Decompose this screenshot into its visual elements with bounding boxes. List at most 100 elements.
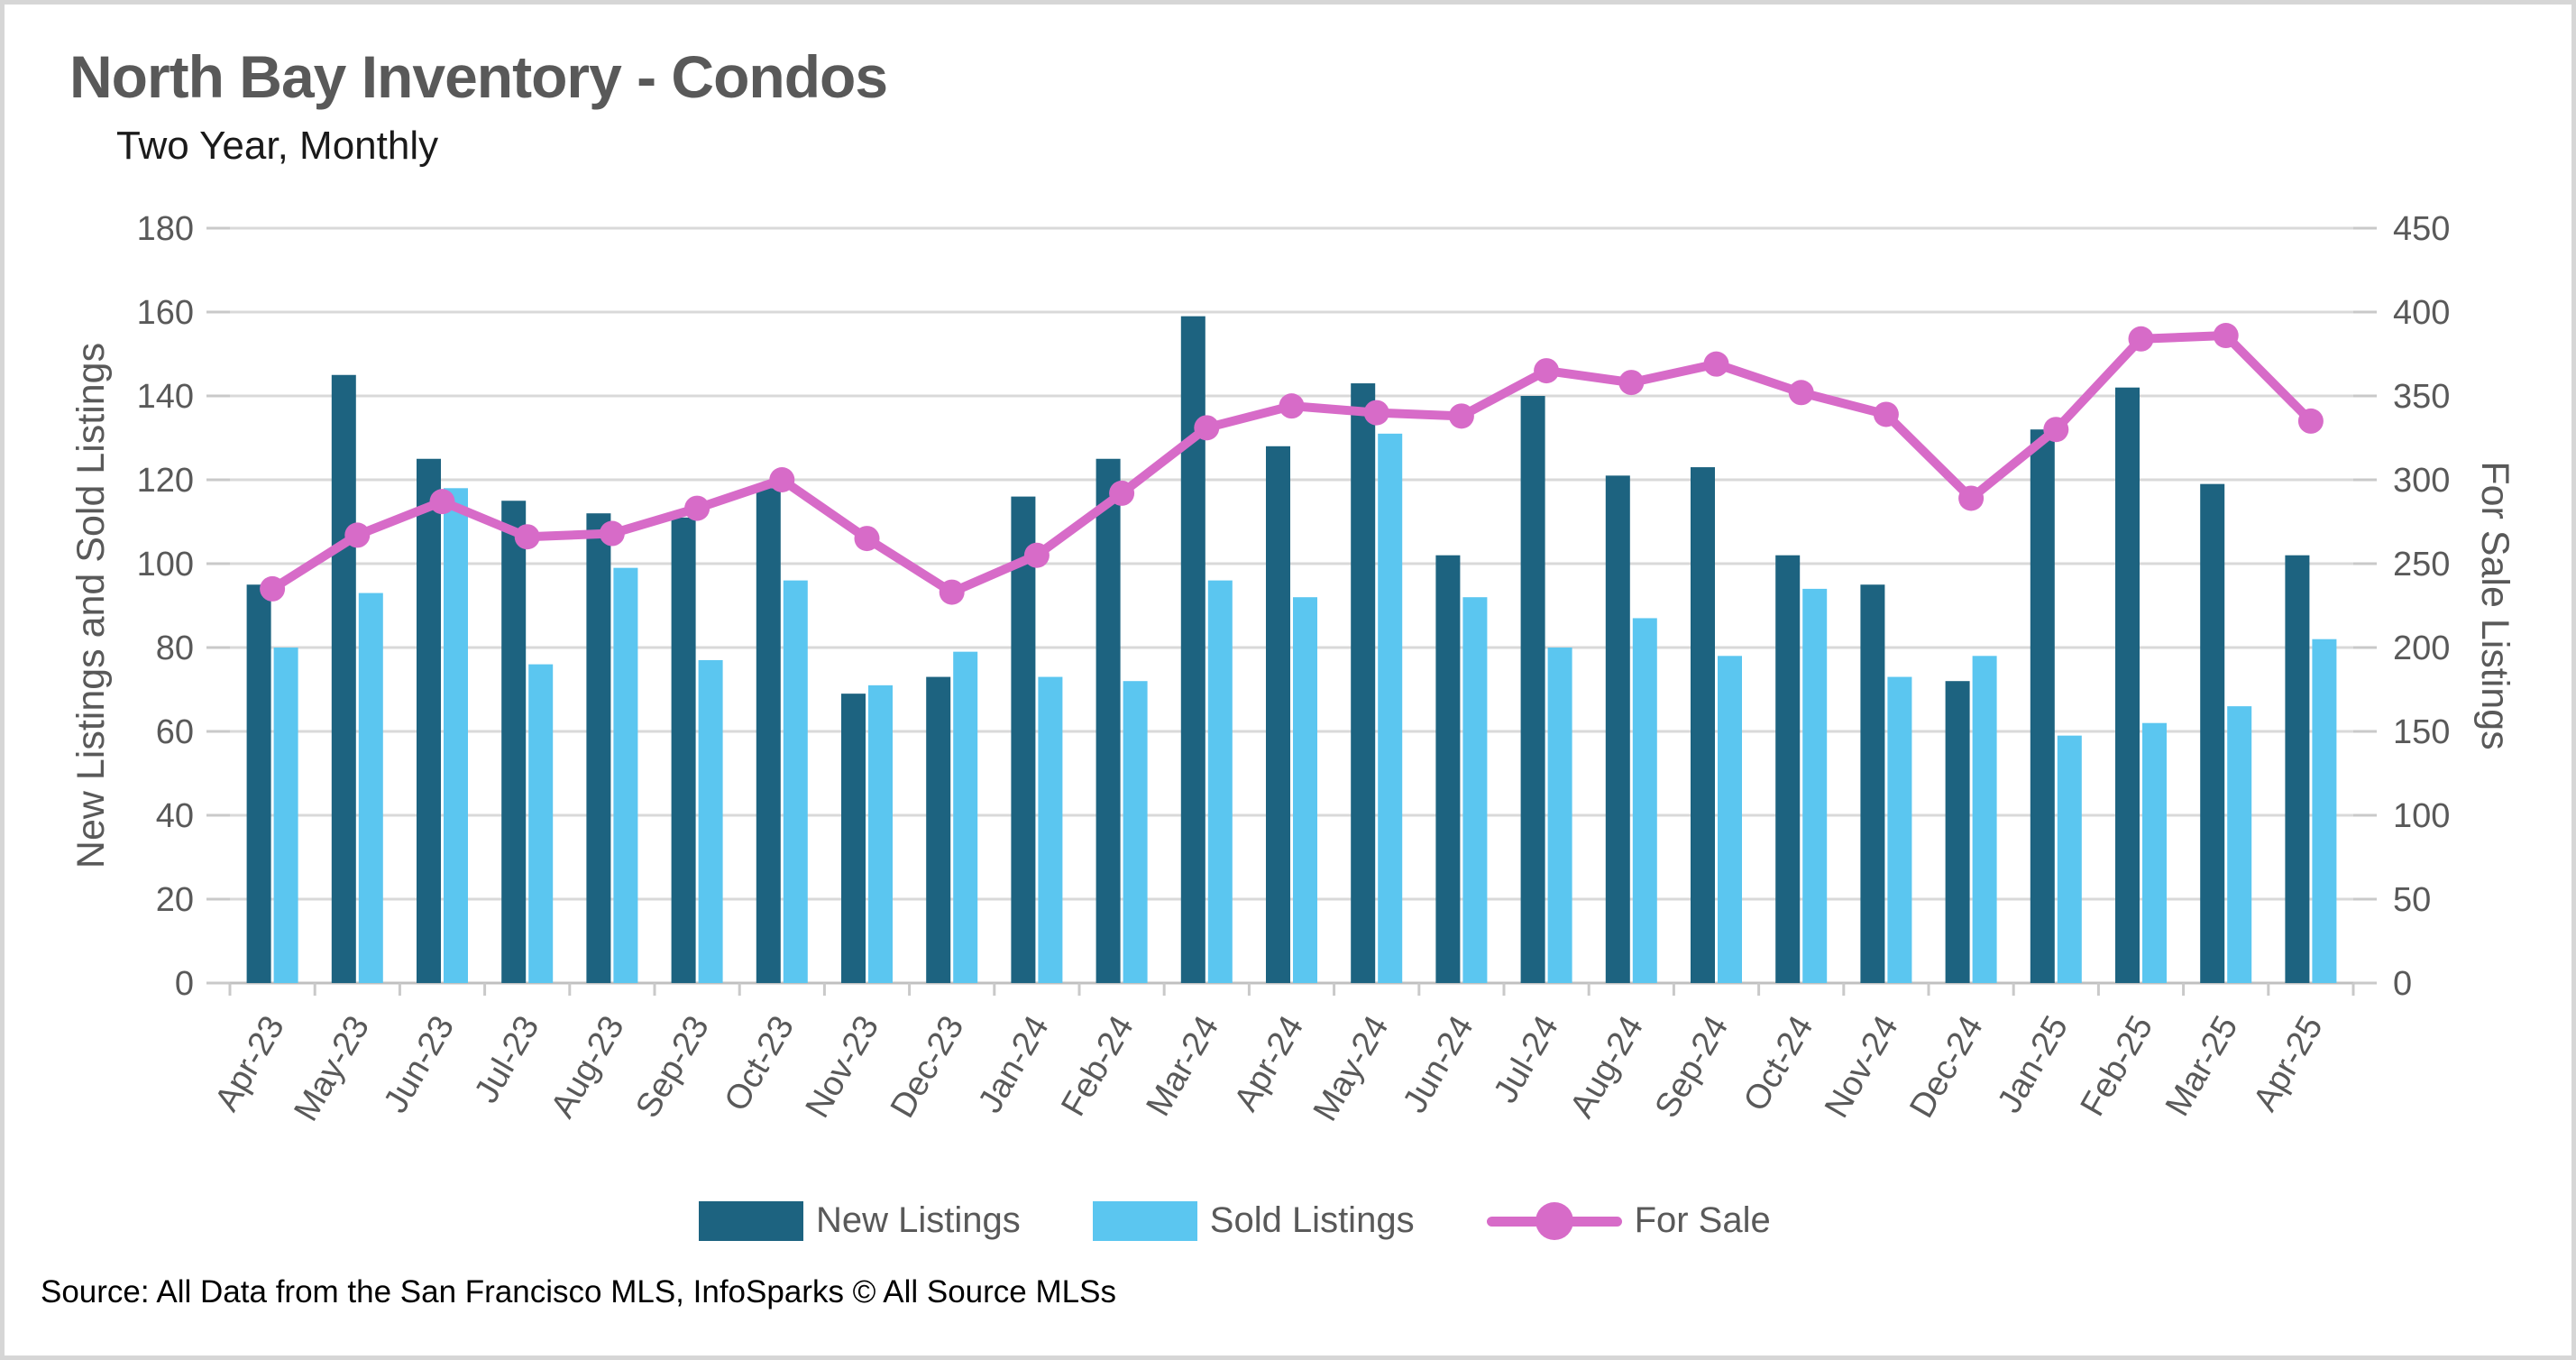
- x-axis-month-label: Jul-23: [467, 1010, 546, 1110]
- bar-new-listings: [331, 374, 356, 983]
- x-axis-month-label: Jun-24: [1396, 1010, 1481, 1120]
- for-sale-line-marker-icon: [1486, 1201, 1622, 1241]
- left-axis-tick-label: 20: [156, 881, 194, 919]
- bar-new-listings: [1860, 584, 1885, 983]
- left-axis-tick-label: 60: [156, 713, 194, 751]
- bar-new-listings: [2115, 387, 2140, 983]
- for-sale-marker: [769, 467, 795, 492]
- x-axis-month-label: Dec-23: [884, 1010, 972, 1125]
- bar-new-listings: [1011, 496, 1036, 983]
- left-axis-tick-label: 100: [137, 546, 194, 584]
- bar-sold-listings: [953, 651, 978, 983]
- x-axis-month-label: Jul-24: [1487, 1010, 1566, 1110]
- bar-sold-listings: [1632, 618, 1657, 983]
- bar-sold-listings: [1462, 597, 1488, 983]
- for-sale-marker: [1618, 370, 1645, 396]
- bar-new-listings: [926, 676, 951, 983]
- for-sale-marker: [2297, 408, 2324, 434]
- for-sale-marker: [1703, 351, 1729, 377]
- bar-new-listings: [501, 501, 527, 983]
- for-sale-marker: [514, 524, 540, 550]
- right-axis-tick-label: 450: [2393, 210, 2450, 248]
- right-axis-tick-label: 400: [2393, 294, 2450, 332]
- bar-sold-listings: [1887, 676, 1912, 983]
- legend-label-sold-listings: Sold Listings: [1209, 1200, 1415, 1240]
- x-axis-month-label: Sep-23: [628, 1010, 717, 1125]
- x-axis-month-label: Nov-24: [1818, 1010, 1906, 1125]
- bar-new-listings: [671, 517, 696, 983]
- bar-sold-listings: [698, 659, 723, 983]
- for-sale-marker: [599, 520, 625, 547]
- right-axis-title: For Sale Listings: [2473, 461, 2516, 749]
- right-axis-tick-label: 100: [2393, 797, 2450, 835]
- right-axis-tick-label: 50: [2393, 881, 2431, 919]
- for-sale-marker: [1788, 380, 1814, 406]
- bar-sold-listings: [2057, 735, 2082, 983]
- bar-sold-listings: [2312, 639, 2337, 983]
- right-axis-tick-label: 200: [2393, 629, 2450, 667]
- bar-new-listings: [1605, 475, 1630, 983]
- right-axis-tick-label: 300: [2393, 462, 2450, 500]
- x-axis-month-label: May-23: [287, 1010, 377, 1128]
- right-axis-tick-label: 250: [2393, 546, 2450, 584]
- bar-sold-listings: [1378, 433, 1403, 984]
- legend-item-sold-listings: Sold Listings: [1092, 1200, 1415, 1241]
- bar-sold-listings: [1293, 597, 1317, 983]
- left-axis-tick-label: 40: [156, 797, 194, 835]
- right-axis-tick-label: 150: [2393, 713, 2450, 751]
- bar-sold-listings: [613, 567, 638, 983]
- x-axis-month-label: Apr-23: [207, 1010, 291, 1118]
- left-axis-tick-label: 80: [156, 629, 194, 667]
- x-axis-month-label: Jan-24: [971, 1010, 1056, 1120]
- x-axis-month-label: Dec-24: [1902, 1010, 1991, 1125]
- bar-new-listings: [1945, 681, 1970, 983]
- bar-sold-listings: [273, 648, 298, 983]
- for-sale-line: [268, 331, 2315, 597]
- x-axis-month-label: Sep-24: [1648, 1010, 1737, 1125]
- chart-legend: New Listings Sold Listings For Sale: [699, 1200, 1771, 1241]
- for-sale-marker: [854, 526, 880, 552]
- x-axis-month-label: Mar-25: [2159, 1010, 2246, 1123]
- bar-new-listings: [841, 694, 866, 983]
- for-sale-marker: [429, 489, 455, 515]
- bar-new-listings: [2200, 483, 2225, 983]
- legend-item-new-listings: New Listings: [699, 1200, 1021, 1241]
- plot-area: 0 20 40 60 80 100 120 140 160 180 0 50 100 150 200 250 3…: [69, 210, 2516, 1128]
- bar-sold-listings: [1123, 681, 1148, 983]
- left-axis-title: New Listings and Sold Listings: [69, 343, 113, 868]
- new-listings-swatch-icon: [699, 1200, 803, 1241]
- x-axis-month-label: Jan-25: [1991, 1010, 2076, 1120]
- x-axis-month-label: Aug-23: [544, 1010, 632, 1125]
- legend-label-for-sale: For Sale: [1634, 1200, 1771, 1240]
- for-sale-marker: [2128, 326, 2154, 352]
- for-sale-marker: [1873, 401, 1899, 427]
- bar-sold-listings: [1718, 656, 1742, 983]
- for-sale-marker: [1109, 480, 1135, 506]
- x-axis-month-label: Aug-24: [1563, 1010, 1651, 1125]
- bar-sold-listings: [358, 593, 383, 983]
- for-sale-marker: [939, 579, 965, 605]
- for-sale-marker: [1363, 400, 1389, 426]
- left-axis-tick-label: 160: [137, 294, 194, 332]
- bar-new-listings: [2030, 429, 2055, 983]
- for-sale-marker: [1448, 403, 1474, 429]
- bar-new-listings: [417, 458, 441, 983]
- sold-listings-swatch-icon: [1092, 1200, 1197, 1241]
- bar-new-listings: [1520, 396, 1545, 983]
- source-attribution: Source: All Data from the San Francisco …: [41, 1274, 1116, 1309]
- bar-new-listings: [756, 488, 781, 983]
- x-axis-month-label: Feb-25: [2074, 1010, 2161, 1123]
- right-axis-tick-label: 0: [2393, 965, 2412, 1003]
- left-axis-tick-label: 180: [137, 210, 194, 248]
- for-sale-marker: [2043, 417, 2069, 443]
- left-axis-tick-label: 120: [137, 462, 194, 500]
- for-sale-marker: [260, 575, 286, 602]
- x-axis-month-label: Jun-23: [377, 1010, 462, 1120]
- for-sale-marker: [684, 495, 710, 521]
- bar-new-listings: [1351, 383, 1376, 983]
- bar-new-listings: [1775, 555, 1801, 983]
- for-sale-marker: [1279, 393, 1305, 419]
- bar-new-listings: [1266, 446, 1290, 983]
- for-sale-marker: [1534, 358, 1560, 384]
